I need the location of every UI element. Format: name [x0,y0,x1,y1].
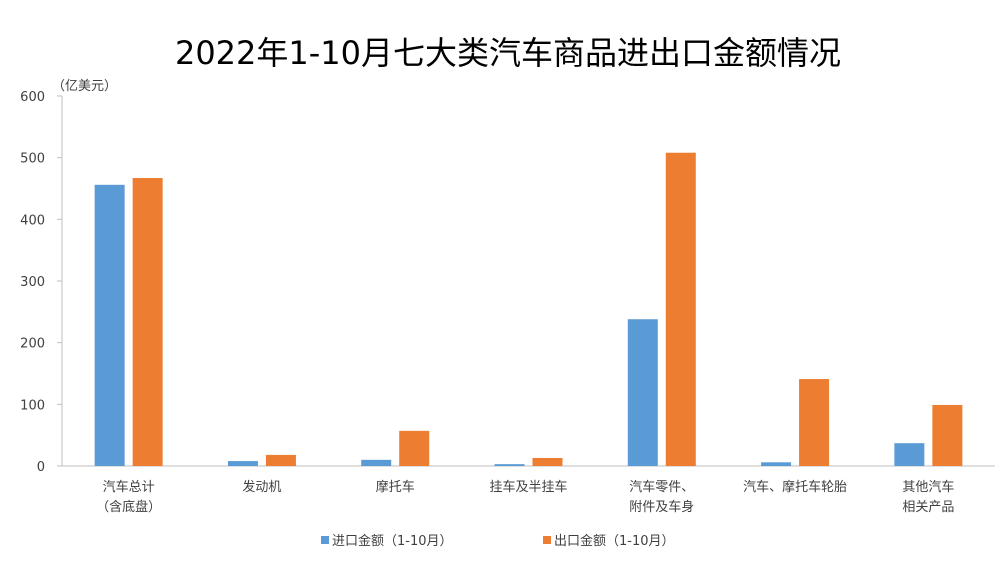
bar-import [761,462,792,466]
bar-import [627,319,658,466]
x-category-label: 汽车零件、附件及车身 [629,479,694,515]
bar-export [799,379,830,466]
y-tick-label: 100 [20,398,45,413]
x-category-label-line: 汽车零件、 [629,479,694,495]
bar-import [361,459,392,466]
x-category-label-line: 汽车总计 [103,479,155,495]
x-category-label: 汽车、摩托车轮胎 [743,479,847,495]
bar-export [399,430,430,466]
bar-import [894,443,925,466]
y-tick-label: 600 [20,90,45,105]
x-category-label: 汽车总计 （含底盘） [96,479,161,515]
legend-label-export: 出口金额（1-10月） [554,533,675,549]
y-tick-label: 400 [20,213,45,228]
bar-export [932,404,963,466]
x-category-label: 发动机 [242,479,281,495]
legend-swatch-export [543,536,551,544]
x-category-label: 摩托车 [376,479,415,495]
x-category-label-line: 汽车、摩托车轮胎 [743,479,847,495]
x-category-label-line: （含底盘） [96,499,161,515]
legend-label-import: 进口金额（1-10月） [332,533,453,549]
legend-swatch-import [321,536,329,544]
y-tick-label: 0 [37,460,45,475]
bar-export [132,178,163,466]
bar-import [227,461,258,466]
chart-title: 2022年1-10月七大类汽车商品进出口金额情况 [175,34,841,72]
x-category-label: 挂车及半挂车 [489,479,567,495]
y-axis-unit-label: （亿美元） [52,79,117,94]
x-category-label: 其他汽车相关产品 [902,479,954,515]
x-category-label-line: 摩托车 [376,479,415,495]
x-category-label-line: 挂车及半挂车 [489,479,567,495]
x-category-label-line: 附件及车身 [629,499,694,515]
plot-area: 0 100 200 300 400 500 600 汽车总计 （含底盘） 发动机 摩托车 挂车及半挂车… [20,90,995,515]
x-category-label-line: 相关产品 [902,500,954,515]
x-category-label-line: 其他汽车 [902,479,954,495]
bar-export [532,457,563,466]
bar-import [94,184,125,467]
bar-import [494,464,525,466]
y-tick-label: 200 [20,337,45,352]
bar-export [265,454,296,466]
bar-export [665,152,696,466]
x-category-label-line: 发动机 [242,479,281,495]
legend: 进口金额（1-10月） 出口金额（1-10月） [321,533,675,549]
y-tick-label: 300 [20,275,45,290]
y-tick-label: 500 [20,152,45,167]
